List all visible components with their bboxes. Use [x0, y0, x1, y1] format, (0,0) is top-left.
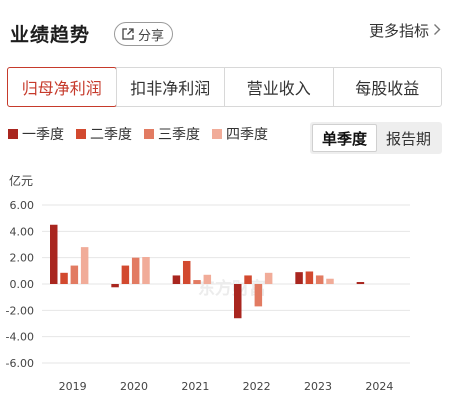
- x-tick-label: 2021: [181, 380, 209, 393]
- bar-2019-q4: [80, 247, 89, 284]
- bar-2023-q2: [305, 271, 314, 284]
- bar-2021-q3: [193, 280, 201, 284]
- legend-item-q1[interactable]: 一季度: [8, 124, 64, 144]
- bar-2020-q4: [142, 257, 150, 284]
- bar-2021-q2: [182, 260, 191, 284]
- bar-2022-q2: [244, 275, 252, 284]
- bar-2021-q1: [172, 275, 181, 284]
- y-tick-label: 6.00: [10, 199, 35, 212]
- tab-revenue[interactable]: 营业收入: [224, 68, 333, 106]
- legend-item-q3[interactable]: 三季度: [144, 124, 200, 144]
- share-label: 分享: [138, 28, 165, 44]
- report-period-button[interactable]: 报告期: [385, 129, 431, 148]
- metric-tabs: 归母净利润 扣非净利润 营业收入 每股收益: [7, 67, 442, 107]
- bar-2020-q2: [121, 265, 130, 284]
- tab-deducted-net-profit[interactable]: 扣非净利润: [115, 68, 225, 106]
- legend-label-q1: 一季度: [22, 127, 64, 143]
- legend-label-q2: 二季度: [90, 127, 132, 143]
- period-toggle: 单季度 报告期: [309, 122, 442, 154]
- header: 业绩趋势 分享 更多指标: [10, 14, 441, 50]
- x-tick-label: 2022: [243, 380, 271, 393]
- bar-2023-q4: [326, 278, 334, 284]
- legend-swatch-q1: [8, 129, 18, 139]
- bar-2019-q2: [60, 272, 68, 284]
- tab-eps[interactable]: 每股收益: [332, 68, 442, 106]
- bar-2022-q1: [234, 284, 242, 319]
- legend-label-q3: 三季度: [158, 127, 200, 143]
- legend-swatch-q3: [144, 129, 154, 139]
- y-tick-label: 2.00: [10, 252, 35, 265]
- chart-legend: 一季度 二季度 三季度 四季度: [8, 124, 268, 144]
- y-axis-unit: 亿元: [9, 174, 34, 188]
- more-indicators-link[interactable]: 更多指标: [369, 20, 441, 41]
- tab-net-profit[interactable]: 归母净利润: [7, 67, 117, 107]
- share-button[interactable]: 分享: [114, 22, 174, 46]
- bar-2020-q1: [111, 284, 119, 288]
- x-tick-label: 2023: [304, 380, 332, 393]
- x-tick-label: 2020: [120, 380, 148, 393]
- share-icon: [121, 27, 135, 41]
- bar-2022-q3: [254, 284, 263, 307]
- legend-label-q4: 四季度: [226, 127, 268, 143]
- bar-2020-q3: [131, 257, 140, 284]
- y-tick-label: 0.00: [10, 278, 35, 291]
- y-tick-label: -4.00: [6, 331, 34, 344]
- bar-2023-q3: [315, 275, 324, 284]
- x-tick-label: 2019: [59, 380, 87, 393]
- more-indicators-label: 更多指标: [368, 22, 429, 40]
- bar-2019-q1: [50, 224, 58, 284]
- legend-swatch-q4: [212, 129, 222, 139]
- bar-2021-q4: [203, 274, 212, 284]
- x-tick-label: 2024: [365, 380, 393, 393]
- chevron-right-icon: [433, 22, 441, 40]
- bar-2019-q3: [70, 265, 79, 284]
- bar-2023-q1: [295, 272, 303, 284]
- single-quarter-button[interactable]: 单季度: [311, 124, 377, 152]
- bar-2024-q1: [356, 282, 365, 285]
- y-tick-label: -2.00: [6, 304, 34, 317]
- y-tick-label: 4.00: [10, 225, 35, 238]
- legend-swatch-q2: [76, 129, 86, 139]
- legend-item-q4[interactable]: 四季度: [212, 124, 268, 144]
- legend-item-q2[interactable]: 二季度: [76, 124, 132, 144]
- page-title: 业绩趋势: [10, 24, 91, 46]
- bar-2022-q4: [264, 272, 273, 284]
- y-tick-label: -6.00: [6, 357, 34, 370]
